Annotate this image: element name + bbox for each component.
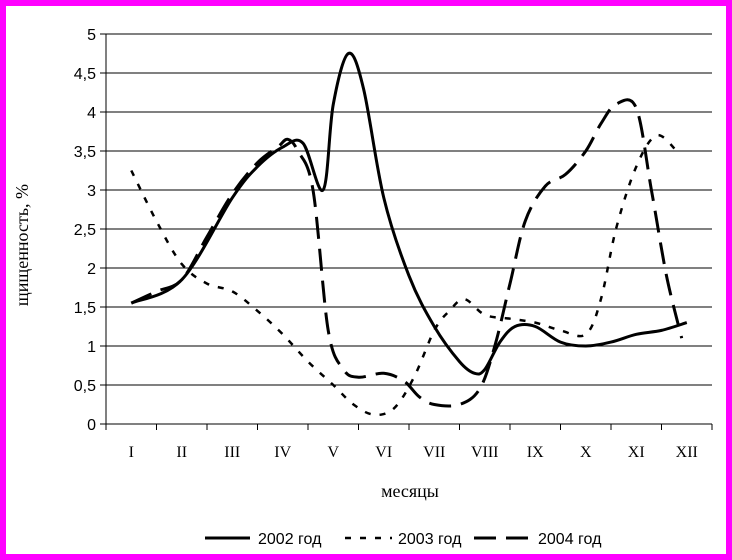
legend-label-3: 2004 год: [538, 531, 602, 548]
series-lines: [130, 51, 688, 417]
y-tick-label: 2: [87, 261, 96, 278]
x-tick-label: VIII: [471, 444, 499, 461]
y-tick-label: 2,5: [74, 222, 96, 239]
x-axis-title: месяцы: [381, 481, 439, 501]
y-tick-label: 3: [87, 183, 96, 200]
x-tick-label: II: [176, 444, 187, 461]
y-tick-label: 4,5: [74, 66, 96, 83]
y-tick-label: 0,5: [74, 378, 96, 395]
x-tick-label: VII: [423, 444, 445, 461]
y-tick-label: 5: [87, 27, 96, 44]
legend-label-2: 2003 год: [398, 531, 462, 548]
y-tick-label: 0: [87, 417, 96, 434]
x-tick-label: XI: [628, 444, 645, 461]
x-tick-label: VI: [375, 444, 392, 461]
x-tick-label: XII: [676, 444, 698, 461]
x-tick-label: I: [129, 444, 134, 461]
x-tick-labels: I II III IV V VI VII VIII IX X XI XII: [129, 444, 698, 461]
series-line-1: [130, 51, 688, 376]
x-tick-label: III: [224, 444, 240, 461]
y-axis-title: щищенность, %: [12, 184, 32, 306]
y-tick-label: 4: [87, 105, 96, 122]
series-line-3: [130, 98, 684, 408]
y-tick-label: 3,5: [74, 144, 96, 161]
x-tick-label: IX: [527, 444, 544, 461]
x-tick-label: X: [580, 444, 592, 461]
x-tick-label: V: [327, 444, 339, 461]
gridlines: [100, 33, 712, 425]
x-tick-label: IV: [274, 444, 291, 461]
y-tick-labels: 0 0,5 1 1,5 2 2,5 3 3,5 4 4,5 5: [74, 27, 96, 434]
legend: 2002 год 2003 год 2004 год: [205, 531, 602, 548]
series-line-2: [130, 133, 678, 417]
y-tick-label: 1: [87, 339, 96, 356]
axes: [105, 34, 713, 430]
legend-label-1: 2002 год: [258, 531, 322, 548]
y-tick-label: 1,5: [74, 300, 96, 317]
